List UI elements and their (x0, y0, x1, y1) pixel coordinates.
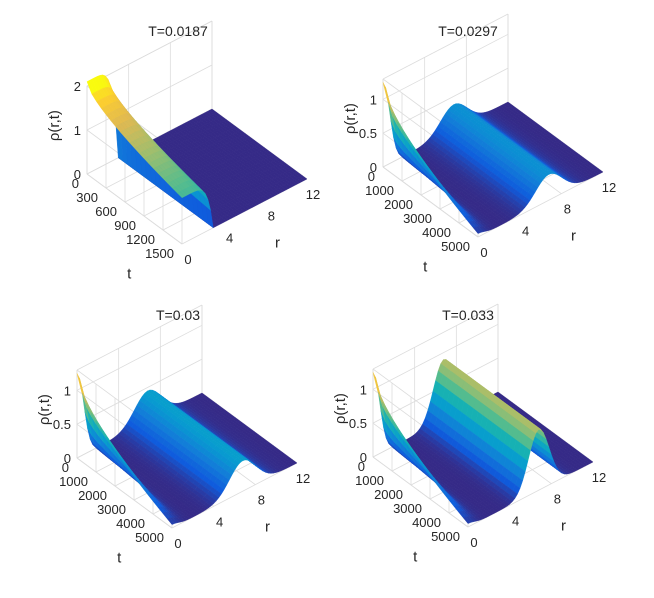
x-axis-label: r (275, 235, 280, 252)
y-tick-label: 0 (72, 176, 79, 191)
x-tick-label: 4 (512, 513, 519, 528)
chart-title: T=0.033 (442, 307, 494, 323)
y-tick-label: 5000 (441, 239, 470, 254)
z-tick-label: 0 (74, 167, 81, 182)
x-tick-label: 0 (480, 245, 487, 260)
x-tick-label: 12 (296, 471, 310, 486)
y-axis-label: t (423, 259, 428, 276)
surface (86, 74, 308, 229)
z-axis-label: ρ(r,t) (342, 103, 359, 134)
x-tick-label: 4 (216, 514, 223, 529)
y-tick-label: 0 (358, 459, 365, 474)
y-tick-label: 1000 (365, 183, 394, 198)
y-tick-label: 2000 (384, 197, 413, 212)
z-tick-label: 0 (64, 451, 71, 466)
y-tick-label: 5000 (135, 530, 164, 545)
y-tick-label: 5000 (431, 529, 460, 544)
x-tick-label: 0 (184, 252, 191, 267)
y-tick-label: 0 (62, 460, 69, 475)
y-axis-label: t (413, 549, 418, 566)
z-tick-label: 1 (370, 92, 377, 107)
y-tick-label: 2000 (78, 488, 107, 503)
z-tick-label: 1 (74, 123, 81, 138)
x-tick-label: 8 (564, 202, 571, 217)
y-tick-label: 600 (95, 204, 117, 219)
x-tick-label: 0 (174, 536, 181, 551)
surface (76, 373, 298, 525)
surface (382, 82, 604, 234)
z-tick-label: 2 (74, 79, 81, 94)
z-axis-label: ρ(r,t) (332, 393, 349, 424)
y-tick-label: 1500 (145, 246, 174, 261)
z-axis-label: ρ(r,t) (46, 110, 63, 141)
y-tick-label: 4000 (116, 516, 145, 531)
x-tick-label: 4 (226, 230, 233, 245)
y-axis-label: t (127, 266, 132, 283)
y-axis-label: t (117, 550, 122, 567)
x-tick-label: 0 (470, 535, 477, 550)
x-axis-label: r (571, 228, 576, 245)
z-axis-label: ρ(r,t) (36, 394, 53, 425)
y-tick-label: 1200 (126, 232, 155, 247)
y-tick-label: 2000 (374, 487, 403, 502)
x-tick-label: 4 (522, 223, 529, 238)
x-tick-label: 12 (592, 470, 606, 485)
x-tick-label: 8 (554, 492, 561, 507)
surface-plot-2: 0481201000200030004000500000.51rtρ(r,t)T… (342, 13, 616, 276)
z-tick-label: 0 (360, 450, 367, 465)
y-tick-label: 1000 (355, 473, 384, 488)
x-tick-label: 8 (268, 209, 275, 224)
z-tick-label: 1 (360, 382, 367, 397)
surface-plot-3: 0481201000200030004000500000.51rtρ(r,t)T… (36, 304, 310, 567)
z-tick-label: 1 (64, 383, 71, 398)
chart-title: T=0.0297 (438, 23, 498, 39)
z-tick-label: 0 (370, 160, 377, 175)
y-tick-label: 0 (368, 169, 375, 184)
chart-title: T=0.0187 (148, 23, 208, 39)
y-tick-label: 1000 (59, 474, 88, 489)
x-tick-label: 12 (602, 180, 616, 195)
x-tick-label: 12 (306, 187, 320, 202)
x-tick-label: 8 (258, 493, 265, 508)
y-tick-label: 4000 (412, 515, 441, 530)
x-axis-label: r (265, 519, 270, 536)
y-tick-label: 3000 (403, 211, 432, 226)
surface (372, 359, 594, 524)
y-tick-label: 300 (76, 190, 98, 205)
x-axis-label: r (561, 518, 566, 535)
surface-plot-4: 0481201000200030004000500000.51rtρ(r,t)T… (332, 303, 606, 566)
y-tick-label: 3000 (393, 501, 422, 516)
y-tick-label: 900 (114, 218, 136, 233)
z-tick-label: 0.5 (349, 416, 367, 431)
surface-plot-1: 04812030060090012001500012rtρ(r,t)T=0.01… (46, 20, 320, 283)
y-tick-label: 3000 (97, 502, 126, 517)
z-tick-label: 0.5 (359, 126, 377, 141)
chart-title: T=0.03 (156, 307, 200, 323)
z-tick-label: 0.5 (53, 417, 71, 432)
y-tick-label: 4000 (422, 225, 451, 240)
